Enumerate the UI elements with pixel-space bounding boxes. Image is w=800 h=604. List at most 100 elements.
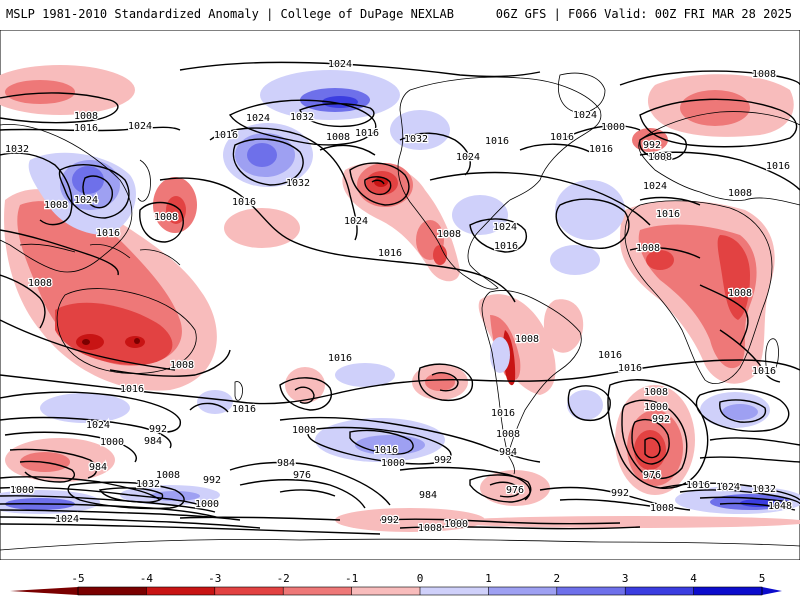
title-bar: MSLP 1981-2010 Standardized Anomaly | Co… <box>0 0 800 30</box>
isobar-label: 1016 <box>618 363 642 374</box>
isobar-label: 1024 <box>456 152 480 163</box>
isobar-label: 976 <box>293 470 311 481</box>
isobar-label: 1032 <box>286 178 310 189</box>
isobar-label: 1016 <box>598 350 622 361</box>
isobar-label: 1008 <box>292 425 316 436</box>
isobar-label: 1016 <box>214 130 238 141</box>
isobar-label: 1008 <box>515 334 539 345</box>
colorbar-segment <box>420 587 489 595</box>
isobar-labels: 1024 1008 1008 1016 1024 1024 1016 1032 1008 1016… <box>4 58 794 536</box>
isobar-label: 1008 <box>496 429 520 440</box>
colorbar-tick-label: -3 <box>208 572 221 585</box>
isobar-label: 1016 <box>491 408 515 419</box>
map-title: MSLP 1981-2010 Standardized Anomaly | Co… <box>6 7 454 21</box>
madagascar-outline <box>765 338 779 374</box>
isobar-label: 992 <box>434 455 452 466</box>
isobar-label: 1024 <box>344 216 368 227</box>
colorbar-segment <box>693 587 763 595</box>
isobar-label: 1000 <box>381 458 405 469</box>
australia-outline <box>56 288 197 374</box>
colorbar-tick-label: -1 <box>345 572 358 585</box>
colorbar <box>10 586 782 596</box>
colorbar-legend: -5 -4 -3 -2 -1 0 1 2 3 4 5 <box>0 565 800 600</box>
isobar-label: 1008 <box>154 212 178 223</box>
isobar-label: 992 <box>149 424 167 435</box>
isobar-label: 1016 <box>589 144 613 155</box>
isobar-label: 1032 <box>404 134 428 145</box>
isobar-label: 1008 <box>752 69 776 80</box>
isobar-label: 1000 <box>601 122 625 133</box>
isobar-label: 1024 <box>86 420 110 431</box>
isobar-label: 1032 <box>5 144 29 155</box>
isobar-label: 992 <box>611 488 629 499</box>
africa-outline <box>624 200 773 384</box>
isobar-label: 1024 <box>328 59 352 70</box>
isobar-label: 1008 <box>326 132 350 143</box>
antarctica-outline <box>0 538 800 551</box>
greenland-outline <box>558 72 606 113</box>
north-america-outline <box>397 76 602 290</box>
isobar-label: 1016 <box>686 480 710 491</box>
isobar-label: 1016 <box>752 366 776 377</box>
isobar-label: 1016 <box>550 132 574 143</box>
isobar-label: 1024 <box>74 195 98 206</box>
eurasia-outline <box>638 111 800 206</box>
colorbar-segment <box>351 587 421 595</box>
colorbar-segment <box>488 587 558 595</box>
isobar-label: 1048 <box>768 501 792 512</box>
isobar-label: 984 <box>419 490 437 501</box>
japan-outline <box>137 159 151 202</box>
isobar-label: 1000 <box>195 499 219 510</box>
positive-anomaly-shading <box>0 70 800 514</box>
isobar-label: 1008 <box>648 152 672 163</box>
colorbar-segment <box>214 587 284 595</box>
isobars <box>0 61 800 535</box>
isobar-label: 984 <box>277 458 295 469</box>
isobar-label: 992 <box>381 515 399 526</box>
isobar-label: 1008 <box>644 387 668 398</box>
isobar-label: 1008 <box>650 503 674 514</box>
isobar-label: 976 <box>643 470 661 481</box>
isobar-label: 1024 <box>128 121 152 132</box>
isobar-label: 1016 <box>656 209 680 220</box>
colorbar-segment <box>556 587 626 595</box>
colorbar-tick-label: -5 <box>71 572 84 585</box>
isobar-label: 1016 <box>232 404 256 415</box>
isobar-label: 1016 <box>485 136 509 147</box>
colorbar-right-arrow <box>762 587 782 595</box>
isobar-label: 1024 <box>493 222 517 233</box>
isobar-label: 1024 <box>246 113 270 124</box>
isobar-label: 992 <box>203 475 221 486</box>
isobar-label: 1032 <box>752 484 776 495</box>
isobar-label: 1000 <box>10 485 34 496</box>
colorbar-tick-label: 1 <box>485 572 492 585</box>
colorbar-segment <box>625 587 695 595</box>
isobar-label: 1016 <box>232 197 256 208</box>
isobar-label: 1024 <box>573 110 597 121</box>
isobar-label: 1000 <box>444 519 468 530</box>
isobar-label: 1016 <box>766 161 790 172</box>
isobar-label: 1016 <box>328 353 352 364</box>
anomaly-map: 1024 1008 1008 1016 1024 1024 1016 1032 1008 1016… <box>0 29 800 561</box>
coastlines <box>0 72 800 551</box>
indonesia-outline <box>19 243 181 266</box>
isobar-label: 1024 <box>643 181 667 192</box>
isobar-label: 1032 <box>136 479 160 490</box>
isobar-label: 1008 <box>44 200 68 211</box>
colorbar-tick-label: -4 <box>140 572 154 585</box>
colorbar-tick-label: 3 <box>622 572 629 585</box>
valid-time: 06Z GFS | F066 Valid: 00Z FRI MAR 28 202… <box>495 7 792 21</box>
isobar-label: 984 <box>499 447 517 458</box>
colorbar-tick-labels: -5 -4 -3 -2 -1 0 1 2 3 4 5 <box>71 572 765 595</box>
isobar-label: 1016 <box>355 128 379 139</box>
colorbar-tick-label: 0 <box>417 572 424 585</box>
new-zealand-outline <box>234 381 243 401</box>
isobar-label: 1008 <box>28 278 52 289</box>
colorbar-segment <box>283 587 353 595</box>
isobar-label: 1000 <box>100 437 124 448</box>
isobar-label: 1008 <box>74 111 98 122</box>
isobar-label: 1016 <box>378 248 402 259</box>
colorbar-left-arrow <box>10 587 78 595</box>
colorbar-tick-label: 5 <box>759 572 766 585</box>
isobar-label: 1008 <box>728 288 752 299</box>
